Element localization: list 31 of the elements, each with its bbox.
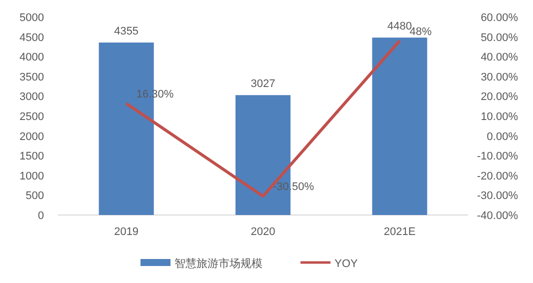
legend-label: YOY: [334, 258, 358, 270]
x-tick-label: 2021E: [384, 226, 416, 238]
y-tick-label: 3500: [20, 71, 44, 84]
x-tick-label: 2020: [250, 226, 276, 238]
data-label: 3027: [250, 78, 276, 90]
y2-tick-label: -40.00%: [477, 210, 518, 222]
bar: [372, 38, 428, 215]
y-tick-label: 2500: [20, 111, 44, 123]
y-tick-label: 4500: [20, 32, 44, 44]
y-tick-label: 1500: [20, 150, 44, 163]
y-tick-label: 500: [26, 190, 44, 202]
legend-label: 智慧旅游市场规模: [174, 257, 262, 270]
y-tick-label: 3000: [20, 91, 44, 104]
y2-tick-label: 30.00%: [480, 71, 518, 84]
y2-tick-label: 50.00%: [480, 32, 518, 44]
y-tick-label: 0: [38, 210, 44, 222]
y2-tick-label: 0.00%: [486, 130, 518, 143]
y-tick-label: 4000: [20, 52, 44, 64]
x-tick-label: 2019: [114, 226, 139, 238]
y2-tick-label: -20.00%: [477, 170, 518, 182]
y2-tick-label: 20.00%: [480, 91, 518, 104]
y2-tick-label: 40.00%: [480, 52, 518, 64]
y-tick-label: 1000: [20, 170, 44, 182]
y2-tick-label: 60.00%: [480, 12, 518, 24]
data-label: 4355: [114, 26, 139, 38]
y2-tick-label: -30.00%: [477, 190, 518, 202]
y2-tick-label: -10.00%: [477, 150, 518, 163]
y-tick-label: 5000: [20, 12, 44, 24]
data-label: 48%: [410, 26, 432, 38]
y-tick-label: 2000: [20, 130, 44, 143]
y2-tick-label: 10.00%: [480, 111, 518, 123]
